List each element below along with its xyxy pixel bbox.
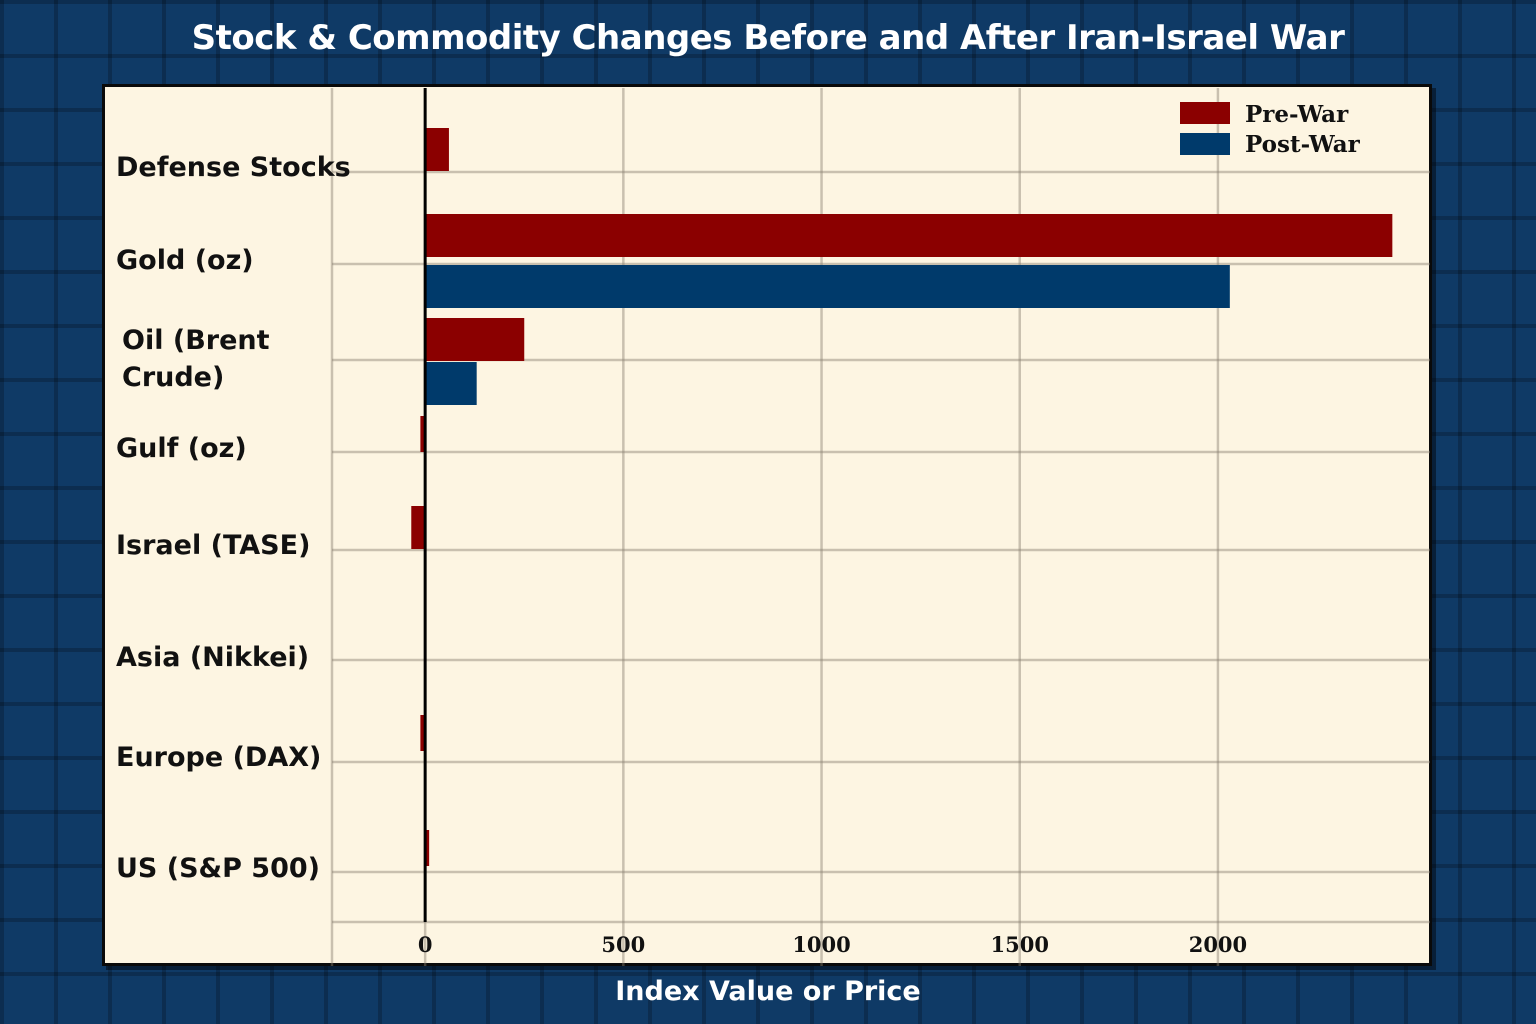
category-label: Crude) xyxy=(122,362,224,393)
legend-label-pre-war: Pre-War xyxy=(1245,101,1349,128)
category-label: Defense Stocks xyxy=(116,152,351,183)
pre-war-bar xyxy=(425,214,1393,257)
x-tick-label: 1500 xyxy=(991,932,1049,957)
post-war-bar xyxy=(425,362,477,405)
x-axis-label: Index Value or Price xyxy=(615,976,921,1007)
pre-war-bar xyxy=(420,416,426,452)
pre-war-bar xyxy=(425,128,449,171)
pre-war-bar xyxy=(425,830,430,866)
category-label: Gold (oz) xyxy=(116,245,254,276)
x-tick-label: 500 xyxy=(601,932,645,957)
legend-swatch-post-war xyxy=(1180,133,1230,155)
pre-war-bar xyxy=(411,506,426,549)
x-tick-label: 1000 xyxy=(792,932,850,957)
category-label: US (S&P 500) xyxy=(116,853,320,884)
pre-war-bar xyxy=(420,715,426,751)
chart-title: Stock & Commodity Changes Before and Aft… xyxy=(191,18,1345,58)
category-label: Europe (DAX) xyxy=(116,742,321,773)
x-tick-label: 2000 xyxy=(1189,932,1247,957)
post-war-bar xyxy=(425,265,1230,308)
category-label: Gulf (oz) xyxy=(116,433,247,464)
category-label: Asia (Nikkei) xyxy=(116,642,309,673)
legend-swatch-pre-war xyxy=(1180,102,1230,124)
legend-label-post-war: Post-War xyxy=(1245,131,1361,158)
category-label: Oil (Brent xyxy=(122,325,270,356)
category-label: Israel (TASE) xyxy=(116,530,310,561)
x-tick-label: 0 xyxy=(418,932,433,957)
pre-war-bar xyxy=(425,318,525,361)
